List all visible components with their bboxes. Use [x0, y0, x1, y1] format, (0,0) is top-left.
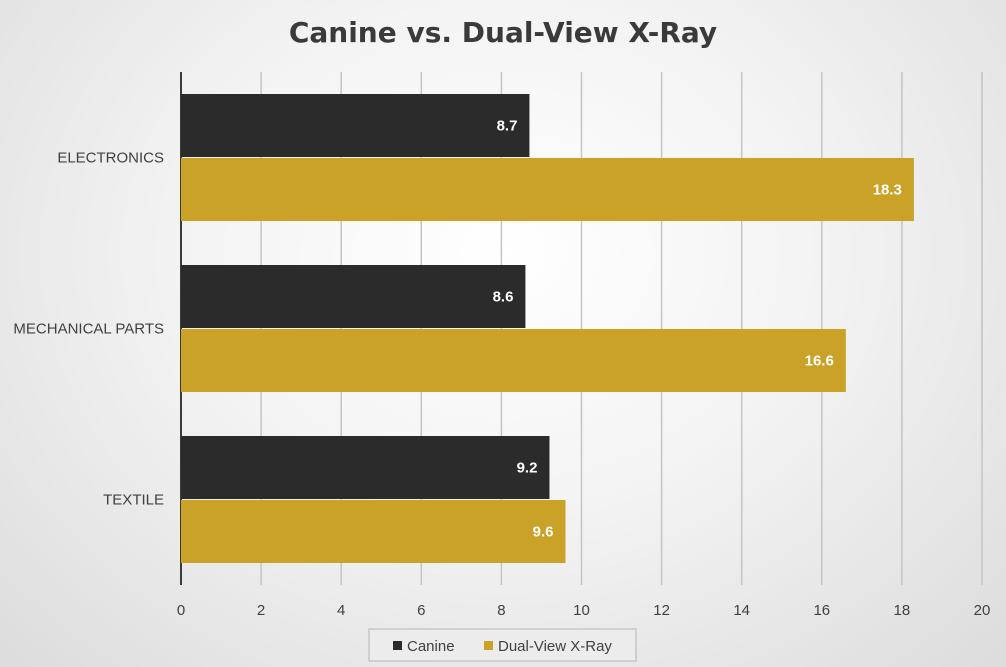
- data-label: 16.6: [805, 353, 834, 370]
- x-tick-label: 8: [497, 602, 505, 619]
- legend[interactable]: Canine Dual-View X-Ray: [368, 628, 637, 662]
- x-tick-label: 4: [337, 602, 345, 619]
- data-label: 18.3: [873, 182, 902, 199]
- category-label: TEXTILE: [103, 492, 164, 509]
- legend-swatch: [484, 641, 493, 650]
- chart-title: Canine vs. Dual-View X-Ray: [289, 16, 717, 49]
- legend-swatch: [393, 641, 402, 650]
- category-axis: ELECTRONICS MECHANICAL PARTS TEXTILE: [13, 150, 164, 509]
- x-tick-label: 14: [733, 602, 750, 619]
- data-label: 8.7: [497, 118, 518, 135]
- x-tick-label: 10: [573, 602, 590, 619]
- data-label: 9.2: [517, 460, 538, 477]
- bar: [181, 94, 530, 157]
- bar: [181, 329, 846, 392]
- x-tick-label: 2: [257, 602, 265, 619]
- category-label: ELECTRONICS: [57, 150, 164, 167]
- legend-item[interactable]: Canine: [407, 638, 455, 655]
- bar: [181, 158, 914, 221]
- bar: [181, 265, 526, 328]
- value-axis: 0 2 4 6 8 10 12 14 16 18 20: [177, 602, 991, 619]
- x-tick-label: 20: [974, 602, 991, 619]
- grid: [180, 72, 983, 585]
- data-label: 9.6: [533, 524, 554, 541]
- bars: 8.7 18.3 8.6 16.6 9.2 9.6: [181, 94, 914, 563]
- x-tick-label: 12: [653, 602, 670, 619]
- x-tick-label: 6: [417, 602, 425, 619]
- x-tick-label: 18: [894, 602, 911, 619]
- legend-box: [368, 628, 637, 662]
- category-label: MECHANICAL PARTS: [13, 321, 164, 338]
- legend-item[interactable]: Dual-View X-Ray: [498, 638, 612, 655]
- bar: [181, 436, 550, 499]
- data-label: 8.6: [493, 289, 514, 306]
- bar: [181, 500, 566, 563]
- x-tick-label: 0: [177, 602, 185, 619]
- x-tick-label: 16: [813, 602, 830, 619]
